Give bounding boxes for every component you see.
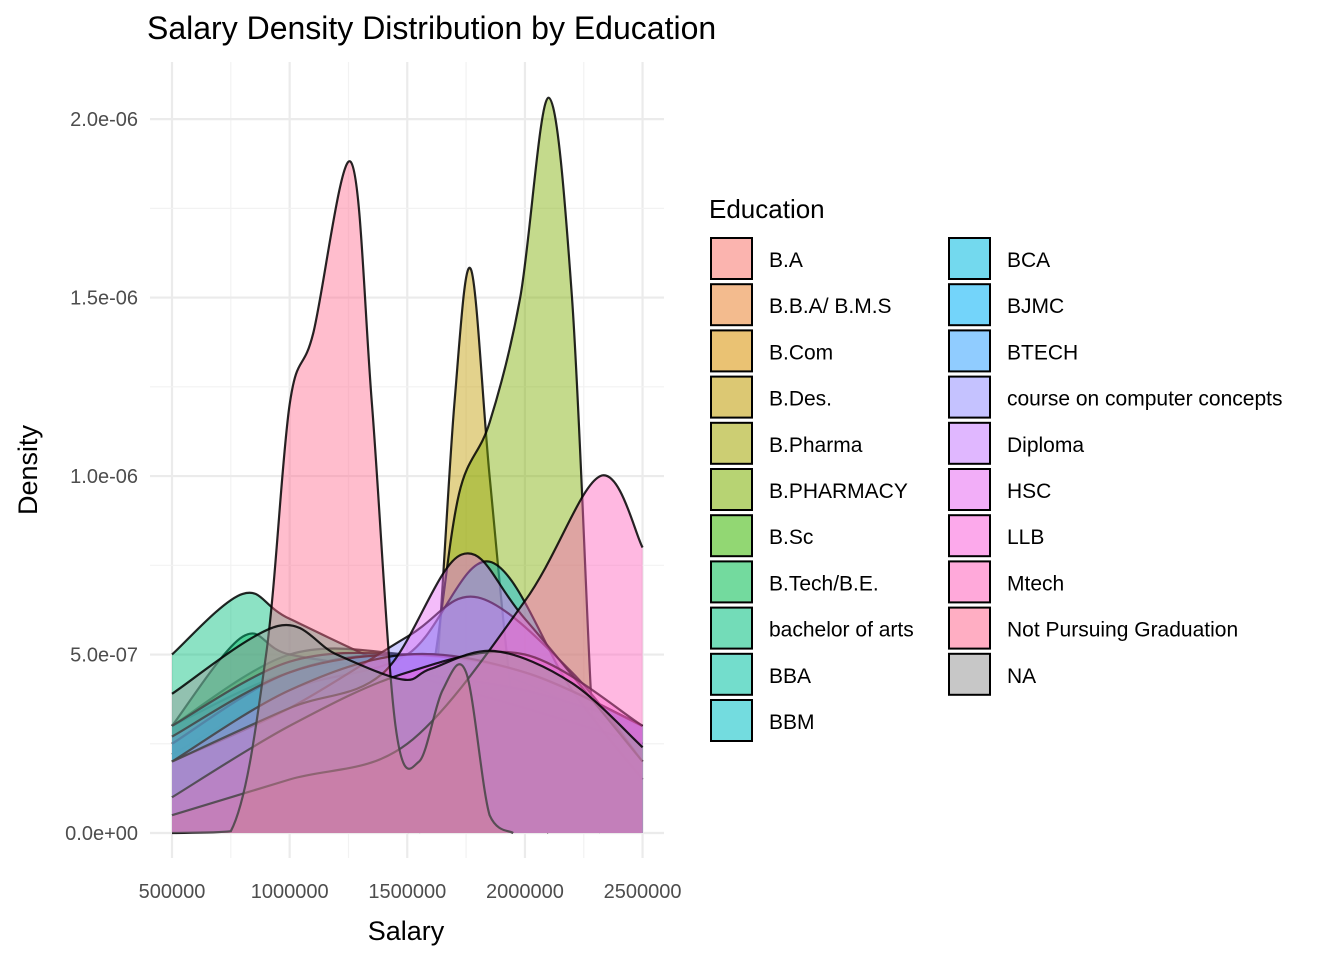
legend-label-na: NA: [1007, 665, 1036, 688]
y-tick-label: 1.0e-06: [70, 466, 138, 488]
legend-key-b-pharmacy: [710, 468, 753, 511]
legend-label-b-a: B.A: [769, 249, 803, 272]
legend-label-not-pursuing-graduation: Not Pursuing Graduation: [1007, 619, 1238, 642]
chart-title: Salary Density Distribution by Education: [147, 10, 716, 46]
density-area-b-des: [419, 267, 549, 833]
density-area-b-a: [172, 661, 643, 833]
density-area-mtech: [172, 475, 643, 833]
density-curve-course-on-computer-concepts: [171, 595, 644, 763]
legend-key-b-sc: [710, 514, 753, 558]
legend-key-hsc: [948, 468, 991, 511]
legend-key-mtech: [948, 560, 991, 604]
legend-key-b-b-a-b-m-s: [710, 283, 753, 327]
density-curve-bachelor-of-arts: [171, 591, 643, 745]
x-tick-label: 1500000: [368, 881, 446, 903]
legend-label-b-pharmacy: B.PHARMACY: [769, 480, 908, 503]
legend-key-bba: [710, 652, 753, 696]
grid-lines: [150, 62, 664, 858]
legend-label-b-tech-b-e: B.Tech/B.E.: [769, 572, 879, 595]
x-tick-label: 500000: [139, 881, 206, 903]
density-area-not-pursuing-graduation: [172, 161, 514, 833]
density-areas: [171, 96, 644, 835]
legend-key-btech: [948, 329, 991, 373]
legend-key-bjmc: [948, 283, 991, 327]
legend-label-b-pharma: B.Pharma: [769, 434, 863, 457]
x-tick-label: 2500000: [604, 881, 682, 903]
density-curve-llb: [171, 650, 644, 799]
legend-key-na: [948, 652, 991, 696]
density-area-llb: [172, 651, 643, 833]
legend-label-bbm: BBM: [769, 711, 815, 734]
density-area-na: [172, 624, 643, 833]
legend-label-bca: BCA: [1007, 249, 1050, 272]
legend-key-bachelor-of-arts: [710, 606, 753, 650]
density-curve-b-des: [417, 266, 550, 834]
density-area-b-tech-b-e: [172, 633, 643, 833]
x-axis-ticks: 500000 1000000 1500000 2000000 2500000: [139, 881, 682, 903]
legend-key-diploma: [948, 421, 991, 465]
y-tick-label: 2.0e-06: [70, 109, 138, 131]
legend-label-btech: BTECH: [1007, 341, 1078, 364]
y-tick-label: 0.0e+00: [65, 823, 138, 845]
y-tick-label: 1.5e-06: [70, 288, 138, 310]
legend-key-bbm: [710, 699, 753, 742]
density-curve-na: [171, 623, 644, 749]
legend-key-bca: [948, 237, 991, 280]
density-area-b-sc: [172, 648, 643, 833]
legend-label-b-sc: B.Sc: [769, 526, 813, 549]
density-area-course-on-computer-concepts: [172, 596, 643, 833]
legend-key-b-tech-b-e: [710, 560, 753, 604]
y-axis-ticks: 0.0e+00 5.0e-07 1.0e-06 1.5e-06 2.0e-06: [65, 109, 138, 845]
legend: Education B.A B.B.A/ B.M.S B.Com B.Des. B.Ph…: [709, 194, 1282, 742]
density-curve-diploma: [171, 652, 644, 763]
density-area-bca: [172, 561, 643, 833]
legend-label-diploma: Diploma: [1007, 434, 1084, 457]
legend-label-bachelor-of-arts: bachelor of arts: [769, 619, 914, 642]
legend-key-b-com: [710, 329, 753, 373]
legend-label-mtech: Mtech: [1007, 572, 1064, 595]
x-tick-label: 2000000: [486, 881, 564, 903]
legend-label-b-com: B.Com: [769, 341, 833, 364]
legend-key-llb: [948, 514, 991, 558]
y-axis-title: Density: [13, 424, 43, 515]
legend-title: Education: [709, 194, 825, 224]
legend-label-llb: LLB: [1007, 526, 1044, 549]
legend-key-b-des: [710, 375, 753, 419]
legend-label-b-des: B.Des.: [769, 388, 832, 411]
density-area-bachelor-of-arts: [172, 592, 643, 833]
legend-key-not-pursuing-graduation: [948, 606, 991, 650]
legend-label-course-on-computer-concepts: course on computer concepts: [1007, 388, 1282, 411]
legend-key-b-a: [710, 237, 753, 280]
legend-label-hsc: HSC: [1007, 480, 1051, 503]
y-tick-label: 5.0e-07: [70, 645, 138, 667]
legend-label-b-b-a-b-m-s: B.B.A/ B.M.S: [769, 295, 892, 318]
density-area-hsc: [172, 553, 643, 833]
density-curve-hsc: [171, 552, 644, 763]
legend-key-course-on-computer-concepts: [948, 375, 991, 419]
x-axis-title: Salary: [368, 916, 445, 946]
density-curve-b-pharmacy: [406, 96, 602, 834]
x-tick-label: 1000000: [251, 881, 329, 903]
legend-label-bjmc: BJMC: [1007, 295, 1064, 318]
legend-label-bba: BBA: [769, 665, 811, 688]
legend-key-b-pharma: [710, 421, 753, 465]
density-curve-not-pursuing-graduation: [171, 160, 514, 835]
